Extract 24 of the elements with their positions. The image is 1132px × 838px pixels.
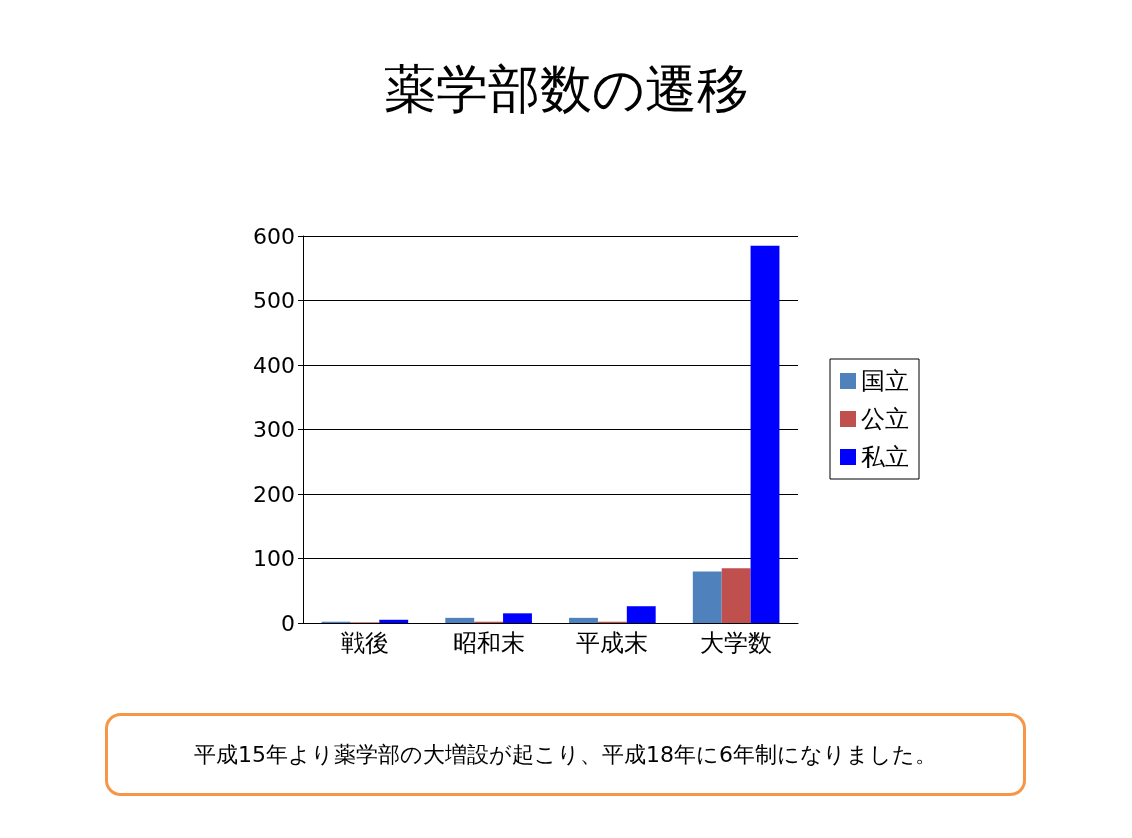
bar <box>721 568 751 623</box>
x-tick-label: 大学数 <box>700 629 773 657</box>
text: 平成15年より薬学部の大増設が起こり、平成18年に6年制になりました。 <box>194 742 937 767</box>
bar <box>379 619 409 623</box>
bar <box>569 617 598 623</box>
x-tick-label: 昭和末 <box>452 629 525 657</box>
chart-title: 薬学部数の遷移 <box>383 59 749 119</box>
y-tick-label: 500 <box>253 288 295 313</box>
legend-label: 私立 <box>861 443 909 471</box>
y-tick-label: 0 <box>281 610 295 636</box>
bar <box>445 617 475 623</box>
legend-label: 国立 <box>861 367 909 395</box>
x-tick-label: 戦後 <box>340 629 389 657</box>
y-tick-label: 200 <box>253 481 295 507</box>
bar <box>750 245 780 623</box>
y-tick-label: 100 <box>253 546 295 571</box>
bar <box>692 571 722 623</box>
legend-label: 公立 <box>861 405 909 433</box>
bar <box>503 613 532 623</box>
x-tick-label: 平成末 <box>576 629 649 657</box>
y-tick-label: 300 <box>253 417 295 442</box>
bar <box>626 606 656 623</box>
y-tick-label: 600 <box>253 223 295 249</box>
y-tick-label: 400 <box>253 352 295 378</box>
